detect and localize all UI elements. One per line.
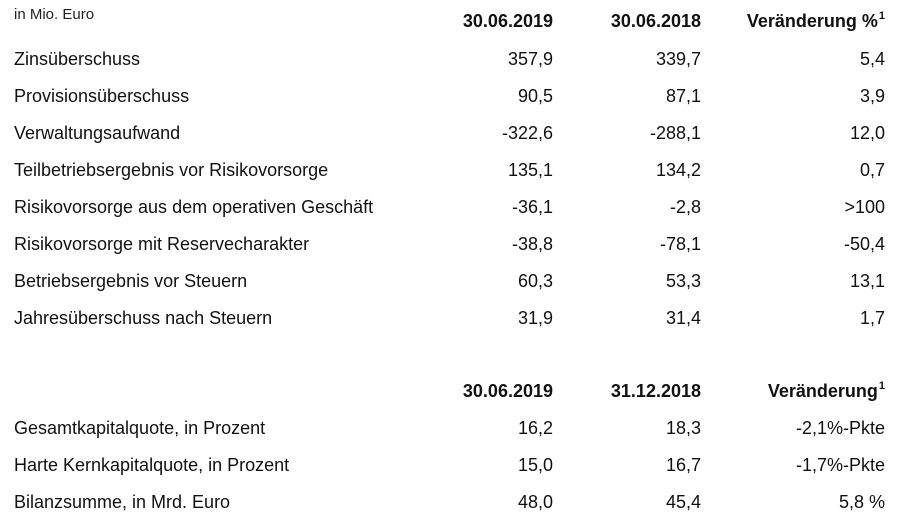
row-value-2018: -78,1 <box>659 234 701 254</box>
table1-header-col2: 30.06.2018 <box>610 11 701 31</box>
row-change: -50,4 <box>843 234 885 254</box>
table2-header-col1: 30.06.2019 <box>462 381 553 401</box>
row-value-previous: 18,3 <box>665 418 701 438</box>
row-label: Risikovorsorge aus dem operativen Geschä… <box>14 197 374 217</box>
row-value-2019: 60,3 <box>517 271 553 291</box>
table2-header-col2: 31.12.2018 <box>610 381 701 401</box>
row-label: Provisionsüberschuss <box>14 86 190 106</box>
footnote-marker: 1 <box>878 10 885 22</box>
row-value-2019: 31,9 <box>517 308 553 328</box>
row-change: >100 <box>844 197 885 217</box>
row-change: 12,0 <box>849 123 885 143</box>
row-value-2018: -288,1 <box>649 123 701 143</box>
table1-row: Betriebsergebnis vor Steuern 60,3 53,3 1… <box>0 266 900 296</box>
row-value-2019: 135,1 <box>507 160 553 180</box>
row-value-2018: 339,7 <box>655 49 701 69</box>
row-label: Gesamtkapitalquote, in Prozent <box>14 418 266 438</box>
row-change: 5,8 % <box>838 492 885 512</box>
row-label: Teilbetriebsergebnis vor Risikovorsorge <box>14 160 329 180</box>
row-change: 5,4 <box>859 49 885 69</box>
table2-row: Bilanzsumme, in Mrd. Euro 48,0 45,4 5,8 … <box>0 487 900 517</box>
row-change: 0,7 <box>859 160 885 180</box>
row-value-previous: 45,4 <box>665 492 701 512</box>
row-label: Verwaltungsaufwand <box>14 123 181 143</box>
table1-row: Teilbetriebsergebnis vor Risikovorsorge … <box>0 155 900 185</box>
row-label: Jahresüberschuss nach Steuern <box>14 308 273 328</box>
table1-header-row: 30.06.2019 30.06.2018 Veränderung %1 <box>0 6 900 36</box>
row-label: Bilanzsumme, in Mrd. Euro <box>14 492 231 512</box>
row-value-2018: 134,2 <box>655 160 701 180</box>
row-value-2018: -2,8 <box>669 197 701 217</box>
unit-note: in Mio. Euro <box>14 6 95 23</box>
table1-row: Risikovorsorge mit Reservecharakter -38,… <box>0 229 900 259</box>
table1-row: Provisionsüberschuss 90,5 87,1 3,9 <box>0 81 900 111</box>
table1-header-col1: 30.06.2019 <box>462 11 553 31</box>
row-label: Risikovorsorge mit Reservecharakter <box>14 234 310 254</box>
row-change: 1,7 <box>859 308 885 328</box>
row-value-current: 16,2 <box>517 418 553 438</box>
row-value-2019: -322,6 <box>501 123 553 143</box>
footnote-marker: 1 <box>878 380 885 392</box>
row-value-current: 15,0 <box>517 455 553 475</box>
row-change: -2,1%-Pkte <box>795 418 885 438</box>
row-value-current: 48,0 <box>517 492 553 512</box>
table1-row: Zinsüberschuss 357,9 339,7 5,4 <box>0 44 900 74</box>
row-change: -1,7%-Pkte <box>795 455 885 475</box>
row-value-2019: 90,5 <box>517 86 553 106</box>
table1-row: Verwaltungsaufwand -322,6 -288,1 12,0 <box>0 118 900 148</box>
table1-row: Risikovorsorge aus dem operativen Geschä… <box>0 192 900 222</box>
row-change: 3,9 <box>859 86 885 106</box>
row-value-2018: 31,4 <box>665 308 701 328</box>
row-label: Betriebsergebnis vor Steuern <box>14 271 248 291</box>
row-value-previous: 16,7 <box>665 455 701 475</box>
row-value-2019: -38,8 <box>511 234 553 254</box>
table1-row: Jahresüberschuss nach Steuern 31,9 31,4 … <box>0 303 900 333</box>
table2-row: Harte Kernkapitalquote, in Prozent 15,0 … <box>0 450 900 480</box>
row-value-2018: 87,1 <box>665 86 701 106</box>
table2-header-col3: Veränderung1 <box>767 380 885 401</box>
table2-header-row: 30.06.2019 31.12.2018 Veränderung1 <box>0 376 900 406</box>
row-label: Harte Kernkapitalquote, in Prozent <box>14 455 290 475</box>
row-value-2019: -36,1 <box>511 197 553 217</box>
row-value-2018: 53,3 <box>665 271 701 291</box>
table1-header-col3: Veränderung %1 <box>746 10 885 31</box>
row-value-2019: 357,9 <box>507 49 553 69</box>
row-change: 13,1 <box>849 271 885 291</box>
row-label: Zinsüberschuss <box>14 49 141 69</box>
table2-row: Gesamtkapitalquote, in Prozent 16,2 18,3… <box>0 413 900 443</box>
